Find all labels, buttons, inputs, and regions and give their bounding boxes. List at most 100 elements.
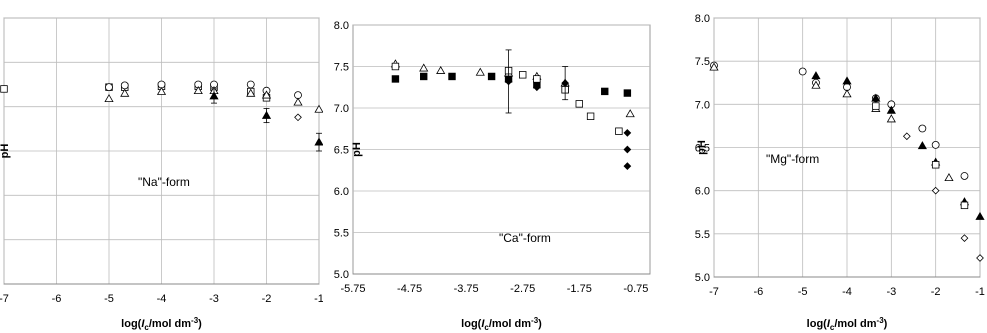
- data-point: [623, 145, 632, 154]
- data-point: [120, 81, 129, 90]
- data-point: [104, 93, 114, 103]
- data-point: [575, 100, 583, 108]
- data-point: [314, 104, 323, 113]
- data-point: [811, 71, 821, 80]
- y-tick-label: 5.0: [695, 272, 710, 284]
- data-point: [120, 88, 130, 97]
- data-point: [872, 102, 880, 110]
- x-tick-label: -4: [842, 286, 852, 298]
- data-point: [976, 254, 984, 262]
- y-tick-label: 6.5: [334, 145, 349, 157]
- data-point: [615, 127, 623, 135]
- x-tick-label: -3: [209, 293, 219, 305]
- data-point: [586, 112, 595, 120]
- data-point: [448, 72, 456, 81]
- data-point: [917, 141, 927, 150]
- data-point: [798, 67, 807, 76]
- data-point: [246, 88, 256, 97]
- data-point: [105, 83, 113, 92]
- series-open-diamond: [902, 132, 984, 262]
- form-label: "Mg"-form: [766, 152, 819, 166]
- y-tick-label: 5.5: [334, 228, 349, 240]
- x-tick-label: -4.75: [397, 283, 422, 295]
- data-point: [420, 72, 428, 81]
- x-tick-label: -5: [798, 286, 808, 298]
- data-point: [960, 234, 969, 243]
- y-tick-label: 7.0: [695, 99, 710, 111]
- data-point: [944, 173, 954, 182]
- data-point: [246, 80, 255, 89]
- data-point: [623, 162, 632, 170]
- x-tick-label: -7: [709, 286, 719, 298]
- x-tick-label: -4: [157, 293, 167, 305]
- data-point: [918, 124, 927, 133]
- data-point: [886, 114, 896, 123]
- data-point: [391, 62, 400, 71]
- series-open-diamond: [294, 113, 302, 122]
- data-point: [0, 85, 8, 93]
- y-tick-label: 8.0: [334, 20, 349, 32]
- data-point: [842, 76, 852, 85]
- data-point: [931, 161, 940, 169]
- data-point: [886, 105, 896, 114]
- data-point: [532, 83, 541, 92]
- x-tick-label: -3: [886, 286, 896, 298]
- y-tick-label: 6.0: [334, 186, 349, 198]
- data-point: [519, 71, 527, 79]
- data-point: [871, 93, 881, 102]
- x-axis-label: log(Ic/mol dm-3): [121, 316, 202, 332]
- x-tick-label: -1: [314, 293, 323, 305]
- data-point: [156, 86, 167, 95]
- data-point: [436, 65, 446, 74]
- data-point: [561, 79, 570, 87]
- data-point: [623, 89, 632, 97]
- form-label: "Ca"-form: [499, 231, 551, 245]
- x-tick-label: -1.75: [567, 283, 592, 295]
- x-tick-label: -5.75: [340, 283, 365, 295]
- data-point: [487, 72, 496, 81]
- data-point: [193, 86, 203, 95]
- y-tick-label: 5.5: [695, 229, 710, 241]
- x-axis-label: log(Ic/mol dm-3): [461, 316, 542, 332]
- data-point: [209, 91, 219, 100]
- x-tick-label: -5: [104, 293, 114, 305]
- data-point: [623, 129, 632, 137]
- x-tick-label: -2: [262, 293, 272, 305]
- series-filled-triangle: [209, 88, 323, 152]
- y-tick-label: 8.0: [695, 13, 710, 25]
- y-axis-label: pH: [351, 142, 363, 157]
- data-point: [261, 90, 272, 99]
- data-point: [902, 132, 911, 141]
- data-point: [960, 172, 969, 180]
- data-point: [625, 109, 635, 118]
- data-point: [931, 186, 940, 195]
- data-point: [601, 87, 609, 96]
- x-tick-label: -6: [753, 286, 763, 298]
- data-point: [314, 137, 323, 146]
- data-point: [294, 113, 302, 122]
- series-open-square: [872, 102, 969, 210]
- x-tick-label: -1: [975, 286, 985, 298]
- y-tick-label: 6.0: [695, 186, 710, 198]
- series-filled-diamond: [504, 49, 632, 170]
- ph-chart-1: 5.05.56.06.57.07.58.0-7-6-5-4-3-2-1pHlog…: [0, 17, 323, 332]
- ph-chart-2: 5.0 5.5 6.0 6.5 7.0 7.5 8.0 -5.75 -4.75 -3.75 -2.7…: [334, 20, 651, 332]
- data-point: [475, 67, 485, 76]
- data-point: [931, 141, 940, 149]
- data-point: [293, 97, 303, 106]
- data-point: [842, 89, 852, 98]
- data-point: [504, 77, 513, 86]
- x-tick-label: -3.75: [454, 283, 479, 295]
- x-tick-label: -0.75: [623, 283, 648, 295]
- form-label: "Na"-form: [138, 175, 190, 189]
- data-point: [709, 62, 719, 71]
- y-tick-label: 7.5: [695, 56, 710, 68]
- data-point: [811, 80, 821, 89]
- x-axis-label: log(Ic/mol dm-3): [807, 316, 888, 332]
- x-tick-label: -7: [0, 293, 9, 305]
- y-tick-label: 6.5: [695, 143, 710, 155]
- x-tick-label: -6: [52, 293, 62, 305]
- y-axis-label: pH: [696, 140, 708, 155]
- series-open-triangle: [104, 86, 323, 113]
- data-point: [960, 201, 969, 210]
